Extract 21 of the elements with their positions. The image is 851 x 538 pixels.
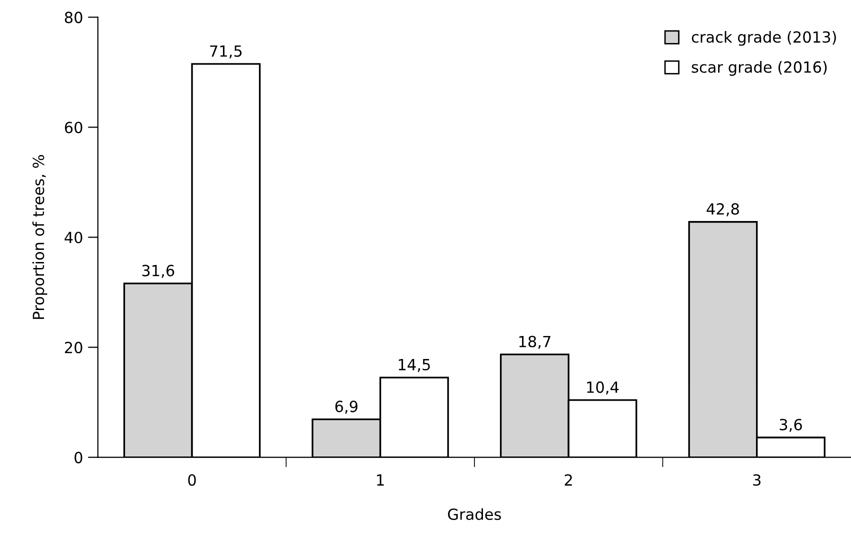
data-label: 18,7 [519, 336, 550, 349]
data-label: 6,9 [335, 400, 358, 414]
data-label: 10,4 [587, 381, 619, 395]
y-tick-label: 0 [74, 452, 82, 464]
data-label: 71,5 [210, 45, 242, 58]
y-axis-title: Proportion of trees, % [32, 155, 48, 319]
legend-label: crack grade (2013) [692, 30, 836, 46]
y-tick-label: 40 [64, 232, 82, 244]
data-label: 31,6 [142, 264, 174, 278]
y-tick-label: 60 [64, 122, 82, 134]
data-label: 3,6 [780, 418, 802, 432]
x-axis-title: Grades [448, 508, 501, 520]
data-label: 42,8 [706, 203, 739, 216]
y-tick-label: 20 [64, 342, 82, 354]
x-tick-label: 2 [564, 474, 572, 486]
x-tick-label: 0 [188, 474, 196, 486]
x-tick-label: 1 [377, 474, 384, 486]
data-label: 14,5 [398, 359, 430, 372]
x-tick-label: 3 [753, 474, 760, 486]
y-tick-label: 80 [64, 12, 82, 24]
legend-label: scar grade (2016) [692, 61, 827, 76]
